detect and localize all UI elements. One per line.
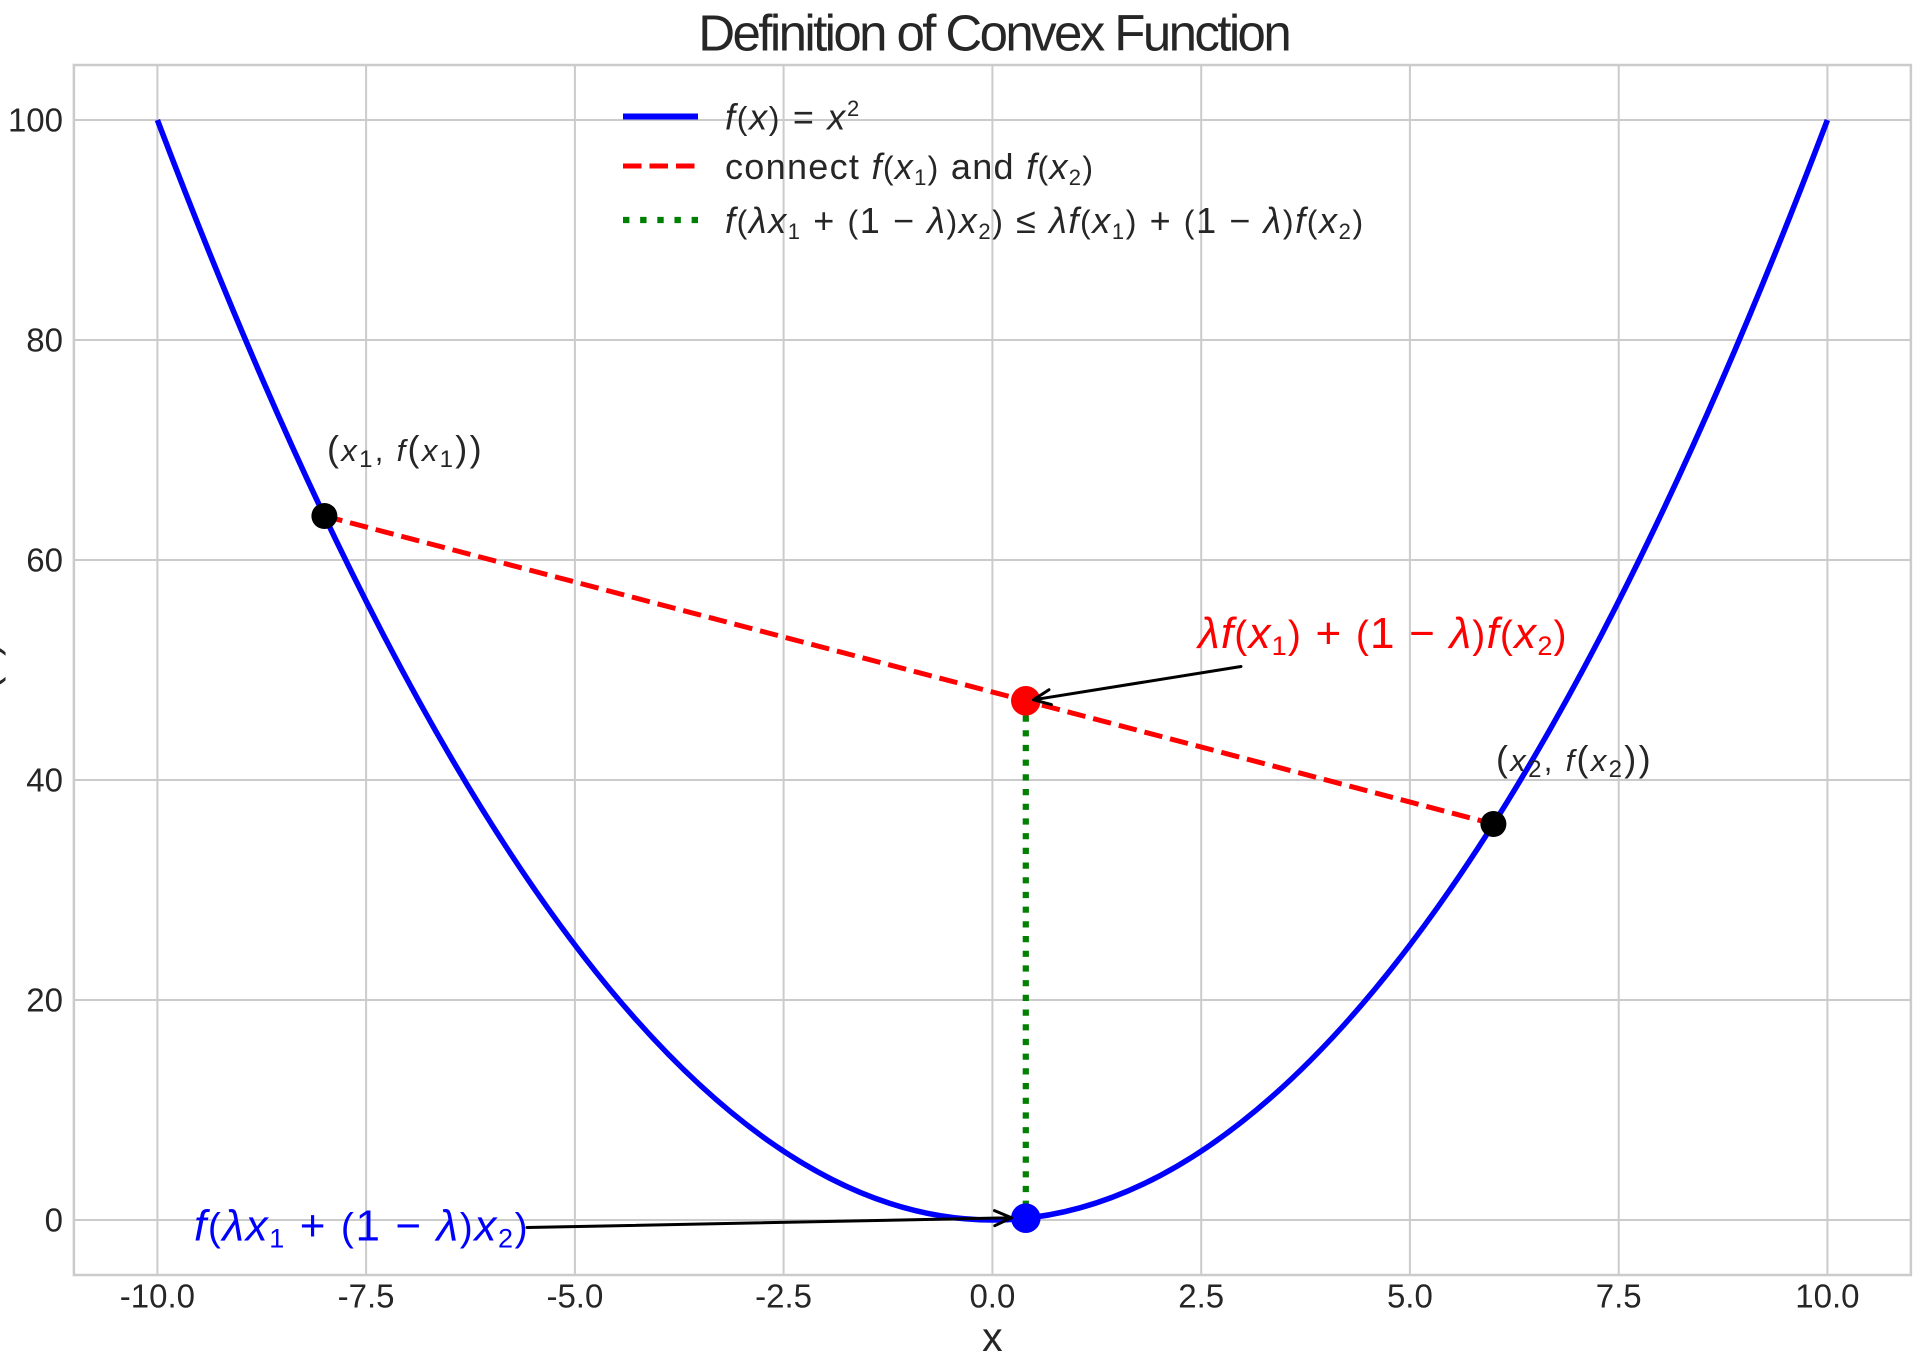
svg-text:40: 40 — [26, 761, 63, 798]
svg-text:5.0: 5.0 — [1387, 1278, 1433, 1315]
svg-text:-2.5: -2.5 — [755, 1278, 812, 1315]
svg-text:0.0: 0.0 — [969, 1278, 1015, 1315]
svg-text:(x1, f(x1)): (x1, f(x1)) — [327, 428, 484, 473]
svg-text:x: x — [982, 1314, 1003, 1360]
svg-text:-10.0: -10.0 — [120, 1278, 195, 1315]
svg-text:f(x): f(x) — [0, 642, 6, 701]
svg-text:f(λx1 + (1 − λ)x2) ≤ λf(x1) +: f(λx1 + (1 − λ)x2) ≤ λf(x1) + (1 − λ)f(x… — [725, 200, 1365, 244]
svg-text:f(x) = x2: f(x) = x2 — [725, 96, 861, 138]
svg-text:λf(x1) + (1 − λ)f(x2): λf(x1) + (1 − λ)f(x2) — [1196, 609, 1568, 661]
svg-text:-7.5: -7.5 — [338, 1278, 395, 1315]
svg-text:connect f(x1) and f(x2): connect f(x1) and f(x2) — [725, 146, 1094, 190]
svg-text:2.5: 2.5 — [1178, 1278, 1224, 1315]
svg-text:100: 100 — [8, 101, 63, 138]
svg-text:10.0: 10.0 — [1795, 1278, 1859, 1315]
svg-text:20: 20 — [26, 981, 63, 1018]
svg-text:-5.0: -5.0 — [546, 1278, 603, 1315]
svg-text:(x2, f(x2)): (x2, f(x2)) — [1496, 738, 1653, 783]
svg-text:80: 80 — [26, 321, 63, 358]
svg-text:f(λx1 + (1 − λ)x2): f(λx1 + (1 − λ)x2) — [194, 1202, 529, 1254]
svg-text:Definition of Convex Function: Definition of Convex Function — [698, 5, 1289, 62]
svg-text:7.5: 7.5 — [1596, 1278, 1642, 1315]
svg-text:60: 60 — [26, 541, 63, 578]
svg-text:0: 0 — [45, 1201, 63, 1238]
